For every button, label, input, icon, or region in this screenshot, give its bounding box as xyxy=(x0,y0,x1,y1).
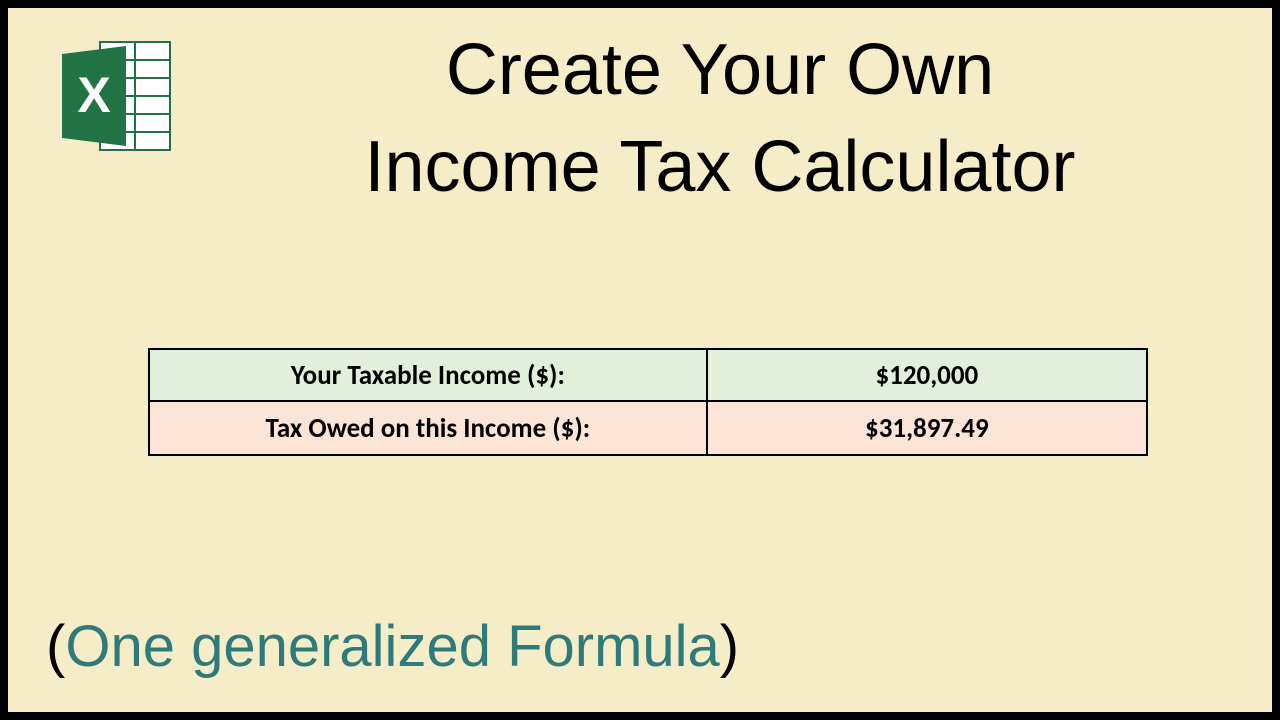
open-paren: ( xyxy=(46,614,65,679)
svg-text:X: X xyxy=(77,67,110,123)
subtitle-text: One generalized Formula xyxy=(65,614,719,679)
tax-owed-value: $31,897.49 xyxy=(708,402,1146,454)
title-line-1: Create Your Own xyxy=(208,22,1232,119)
tax-table: Your Taxable Income ($): $120,000 Tax Ow… xyxy=(148,348,1148,456)
tax-owed-label: Tax Owed on this Income ($): xyxy=(150,402,708,454)
table-row: Your Taxable Income ($): $120,000 xyxy=(150,350,1146,402)
close-paren: ) xyxy=(720,614,739,679)
excel-icon: X xyxy=(56,36,176,156)
subtitle: (One generalized Formula) xyxy=(46,613,739,680)
title-line-2: Income Tax Calculator xyxy=(208,119,1232,216)
taxable-income-value: $120,000 xyxy=(708,350,1146,400)
taxable-income-label: Your Taxable Income ($): xyxy=(150,350,708,400)
main-title: Create Your Own Income Tax Calculator xyxy=(208,22,1232,216)
table-row: Tax Owed on this Income ($): $31,897.49 xyxy=(150,402,1146,454)
